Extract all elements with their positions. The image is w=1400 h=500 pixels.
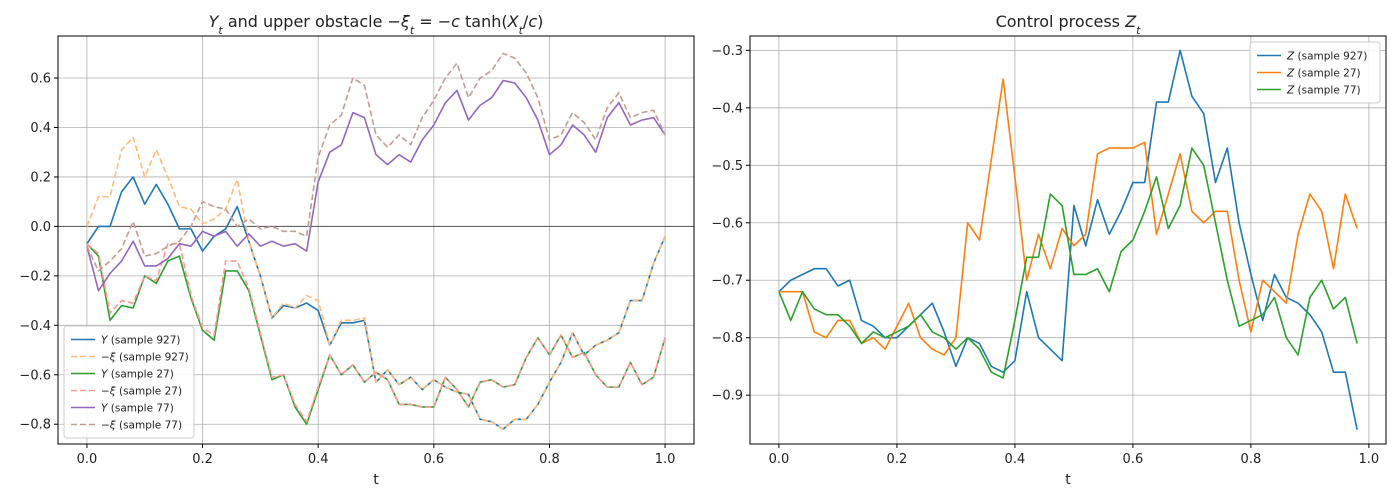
left-chart-x-tick-label: 1.0 [655,452,676,467]
right-chart-y-tick-label: −0.9 [711,389,743,404]
left-chart-x-tick-label: 0.2 [192,452,213,467]
left-chart-series-line-2 [86,136,666,430]
right-chart-series-line-1 [778,49,1358,430]
left-chart-x-tick-label: 0.8 [539,452,560,467]
right-chart-x-tick-label: 1.0 [1359,452,1380,467]
right-chart-y-tick-label: −0.7 [711,274,743,289]
left-chart-legend-label: Y (sample 927) [101,335,181,347]
right-chart-x-tick-label: 0.6 [1123,452,1144,467]
left-chart-legend-label: Y (sample 27) [101,369,174,381]
right-chart-legend-label: Z (sample 27) [1286,68,1361,80]
left-chart-y-ticks: −0.8 −0.6 −0.4 −0.2 0.0 0.2 0.4 0.6 [19,72,58,433]
right-chart-y-tick-label: −0.8 [711,331,743,346]
right-chart-legend-label: Z (sample 927) [1286,51,1367,63]
left-chart-series-group [86,52,666,430]
left-chart-y-tick-label: −0.6 [19,368,51,383]
left-chart-x-ticks: 0.0 0.2 0.4 0.6 0.8 1.0 [77,444,676,467]
right-chart-x-axis-label: t [1065,472,1071,488]
left-chart-series-line-5 [86,79,666,292]
left-chart-y-tick-label: 0.2 [30,170,51,185]
right-chart-legend-label: Z (sample 77) [1286,85,1361,97]
left-chart-y-tick-label: −0.8 [19,418,51,433]
right-chart-x-tick-label: 0.4 [1005,452,1026,467]
right-chart-legend-frame [1249,41,1381,104]
right-chart-x-tick-label: 0.2 [887,452,908,467]
right-chart-y-tick-label: −0.6 [711,216,743,231]
right-chart-y-ticks: −0.9 −0.8 −0.7 −0.6 −0.5 −0.4 −0.3 [711,44,750,404]
left-chart-x-tick-label: 0.6 [423,452,444,467]
left-chart-series-line-4 [86,242,666,423]
left-chart-y-tick-label: −0.2 [19,269,51,284]
left-chart-y-tick-label: 0.6 [30,72,51,87]
left-chart-plot-frame [57,35,695,445]
right-chart-title: Control process Zt [996,12,1141,37]
right-chart-x-tick-label: 0.0 [769,452,790,467]
left-chart-legend-frame [63,325,195,439]
left-chart-x-tick-label: 0.0 [77,452,98,467]
right-chart-series-line-3 [778,147,1358,379]
right-chart-plot-frame [749,35,1387,445]
left-chart-legend-label: Y (sample 77) [101,403,174,415]
left-chart-x-tick-label: 0.4 [308,452,329,467]
left-chart-x-axis-label: t [373,472,379,488]
left-chart-legend-label: −ξ (sample 27) [101,386,182,398]
right-chart-x-tick-label: 0.8 [1241,452,1262,467]
right-chart-grid [750,36,1386,444]
right-chart-y-tick-label: −0.4 [711,101,743,116]
right-chart-y-tick-label: −0.5 [711,159,743,174]
left-chart-legend: Y (sample 927) −ξ (sample 927) Y (sample 2… [63,325,195,439]
right-chart-series-group [778,49,1358,430]
left-chart-y-tick-label: 0.0 [30,220,51,235]
right-chart-x-ticks: 0.0 0.2 0.4 0.6 0.8 1.0 [769,444,1380,467]
right-chart-legend: Z (sample 927) Z (sample 27) Z (sample 77) [1249,41,1381,104]
left-chart-title: Yt and upper obstacle −ξt = −c tanh(Xt/c… [209,12,544,37]
left-chart-y-tick-label: 0.4 [30,121,51,136]
right-chart-y-tick-label: −0.3 [711,44,743,59]
left-chart-y-tick-label: −0.4 [19,319,51,334]
left-chart-legend-label: −ξ (sample 77) [101,420,182,432]
left-chart-legend-label: −ξ (sample 927) [101,352,189,364]
